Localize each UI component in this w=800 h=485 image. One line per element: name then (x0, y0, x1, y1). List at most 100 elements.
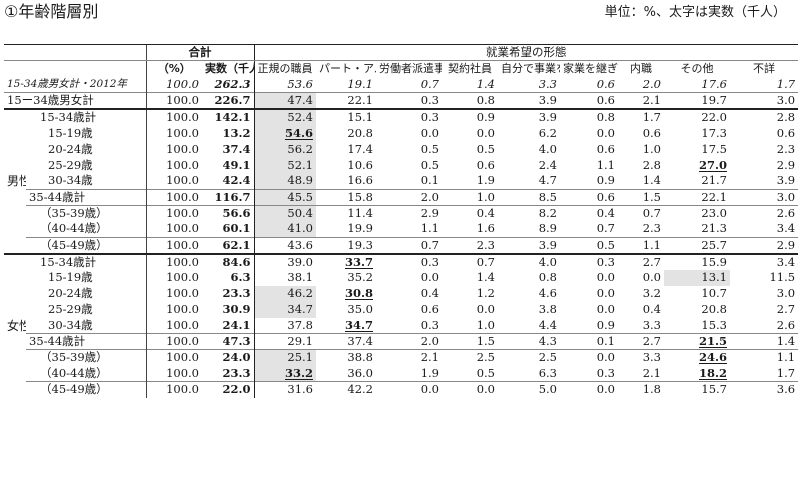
value-cell-dispatch: 0.3 (420, 317, 439, 332)
value-cell-regular: 52.4 (253, 108, 316, 125)
pct-cell: 100.0 (145, 76, 202, 93)
emphasized-value: 24.6 (698, 350, 727, 365)
value-cell-family-business: 0.0 (560, 349, 618, 366)
value-cell-other: 15.7 (664, 381, 730, 398)
pct-cell: 100.0 (145, 269, 202, 286)
table-row: 35-44歳計 100.0 47.3 29.1 37.4 2.0 1.5 4.3 0.1 2.7 2… (4, 333, 799, 350)
table-row: （45-49歳） 100.0 22.0 31.6 42.2 0.0 0.0 5.0 0.0 1.8… (4, 381, 799, 398)
value-cell-contract: 0.6 (476, 157, 495, 172)
table-row: （45-49歳） 100.0 62.1 43.6 19.3 0.7 2.3 3.9 0.5 1.1… (4, 236, 799, 254)
value-cell-family-business: 0.4 (560, 204, 618, 221)
header-col-other: その他 (680, 62, 714, 76)
count-cell: 24.1 (222, 317, 251, 332)
value-cell-home-work: 2.0 (642, 76, 661, 91)
table-row: 35-44歳計 100.0 116.7 45.5 15.8 2.0 1.0 8.5 0.6 1.5… (4, 188, 799, 205)
value-cell-other: 19.7 (664, 92, 730, 109)
value-cell-contract: 1.4 (476, 76, 495, 91)
pct-cell: 100.0 (145, 349, 202, 366)
value-cell-part-time: 33.7 (316, 252, 376, 270)
unit-note: 単位：%、太字は実数（千人） (604, 5, 786, 20)
value-cell-dispatch: 2.1 (376, 349, 442, 366)
value-cell-part-time: 35.0 (347, 302, 373, 316)
value-cell-home-work: 2.1 (618, 92, 664, 109)
row-label: （40-44歳） (40, 365, 108, 380)
value-cell-part-time: 36.0 (347, 365, 373, 380)
row-label: （35-39歳） (26, 204, 146, 221)
pct-cell: 100.0 (145, 381, 202, 398)
count-cell: 226.7 (202, 92, 254, 109)
value-cell-start-business: 3.9 (498, 236, 560, 254)
value-cell-unknown: 0.6 (776, 125, 796, 140)
value-cell-start-business: 0.8 (538, 270, 557, 284)
value-cell-other: 27.0 (664, 157, 730, 173)
value-cell-dispatch: 0.5 (420, 141, 439, 156)
header-count: 実数（千人） (205, 62, 254, 76)
value-cell-part-time: 42.2 (316, 381, 376, 398)
value-cell-dispatch: 1.1 (420, 221, 439, 236)
value-cell-home-work: 2.7 (618, 333, 664, 350)
value-cell-family-business: 0.0 (596, 125, 615, 140)
value-cell-home-work: 1.4 (642, 173, 661, 188)
value-cell-family-business: 1.1 (596, 157, 615, 172)
emphasized-value: 27.0 (698, 157, 727, 172)
value-cell-contract: 1.0 (476, 317, 495, 332)
value-cell-contract: 1.2 (476, 286, 495, 300)
value-cell-other: 17.6 (701, 76, 727, 91)
value-cell-unknown: 1.7 (776, 76, 796, 91)
row-label: 30-34歳 (48, 173, 93, 188)
header-col-family-business: 家業を継ぎたい (563, 62, 618, 76)
header-col-regular: 正規の職員・従業員 (253, 60, 316, 77)
table-row: 男性15-34歳計100.0142.152.415.10.30.93.90.81… (4, 108, 799, 254)
value-cell-part-time: 19.1 (347, 76, 373, 91)
value-cell-unknown: 2.6 (730, 204, 799, 221)
value-cell-dispatch: 0.0 (420, 270, 439, 284)
table-row: 15-19歳 100.0 13.2 54.6 20.8 0.0 0.0 6.2 0.0 0.6 17… (4, 125, 798, 141)
value-cell-home-work: 2.3 (642, 221, 661, 236)
value-cell-part-time: 17.4 (347, 141, 373, 156)
table-row: （40-44歳） 100.0 60.1 41.0 19.9 1.1 1.6 8.9 0.7 2.3… (4, 221, 798, 237)
value-cell-unknown: 2.7 (776, 302, 796, 316)
value-cell-regular: 37.8 (253, 317, 316, 334)
value-cell-part-time: 34.7 (316, 318, 376, 334)
value-cell-contract: 0.8 (442, 92, 498, 109)
row-label: 25-29歳 (48, 157, 93, 172)
value-cell-dispatch: 2.9 (376, 204, 442, 221)
value-cell-dispatch: 0.7 (420, 76, 439, 91)
value-cell-home-work: 0.0 (642, 270, 661, 284)
table-row: 女性15-34歳計100.084.639.033.70.30.74.00.32.… (4, 252, 799, 398)
value-cell-home-work: 2.1 (642, 365, 661, 380)
value-cell-other: 13.1 (664, 269, 730, 286)
value-cell-family-business: 0.6 (596, 141, 615, 156)
value-cell-home-work: 1.5 (618, 188, 664, 205)
value-cell-contract: 0.5 (476, 365, 495, 380)
table-row: 20-24歳 100.0 37.4 56.2 17.4 0.5 0.5 4.0 0.6 1.0 17… (4, 141, 798, 157)
value-cell-regular: 34.7 (253, 301, 316, 318)
value-cell-other: 17.3 (701, 125, 727, 140)
value-cell-start-business: 4.4 (538, 317, 557, 332)
value-cell-home-work: 2.7 (618, 252, 664, 270)
value-cell-unknown: 1.1 (730, 349, 799, 366)
value-cell-other: 21.7 (701, 173, 727, 188)
value-cell-unknown: 3.4 (730, 252, 799, 270)
header-col-unknown: 不詳 (753, 62, 776, 76)
value-cell-family-business: 0.6 (596, 76, 615, 91)
pct-cell: 100.0 (145, 108, 202, 125)
value-cell-regular: 29.1 (253, 333, 316, 350)
value-cell-regular: 39.0 (253, 252, 316, 270)
value-cell-start-business: 4.7 (538, 173, 557, 188)
value-cell-unknown: 3.0 (776, 286, 796, 300)
page-title: ①年齢階層別 (4, 2, 99, 21)
emphasized-value: 21.5 (698, 334, 727, 349)
value-cell-dispatch: 0.4 (420, 286, 439, 300)
value-cell-family-business: 0.3 (560, 252, 618, 270)
value-cell-regular: 25.1 (253, 349, 316, 366)
value-cell-start-business: 8.5 (498, 188, 560, 205)
value-cell-dispatch: 0.1 (420, 173, 439, 188)
value-cell-part-time: 22.1 (316, 92, 376, 109)
table-row: 30-34歳 100.0 24.1 37.8 34.7 0.3 1.0 4.4 0.9 3.3 15… (4, 317, 798, 334)
emphasized-value: 18.2 (698, 365, 727, 380)
value-cell-unknown: 3.6 (730, 381, 799, 398)
value-cell-dispatch: 0.3 (376, 92, 442, 109)
header-total-group: 合計 (145, 44, 254, 61)
value-cell-contract: 0.0 (442, 381, 498, 398)
